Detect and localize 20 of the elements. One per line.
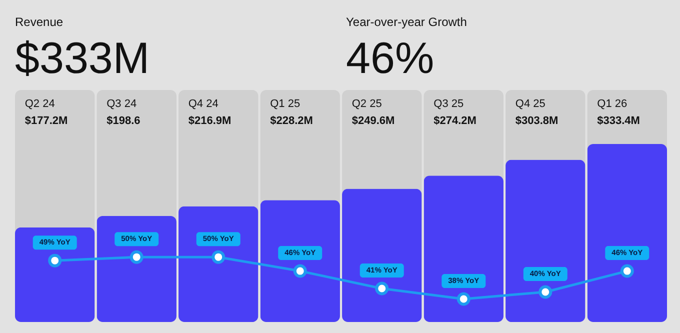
x-tick-label: Q4 24 bbox=[188, 98, 218, 110]
x-tick-label: Q1 26 bbox=[597, 98, 628, 110]
data-label: $333.4M bbox=[597, 115, 640, 127]
x-tick-label: Q3 25 bbox=[434, 98, 464, 110]
text: 46% bbox=[346, 34, 434, 83]
text: Revenue bbox=[15, 15, 64, 29]
text: Year-over-year Growth bbox=[346, 15, 467, 29]
data-label: $228.2M bbox=[270, 115, 313, 127]
data-label: $216.9M bbox=[188, 115, 232, 127]
data-label: $274.2M bbox=[434, 115, 476, 127]
x-tick-label: Q4 25 bbox=[515, 98, 546, 110]
text: $333M bbox=[15, 34, 150, 83]
x-tick-label: Q2 25 bbox=[352, 98, 382, 110]
data-label: $177.2M bbox=[24, 115, 68, 127]
data-label: $198.6 bbox=[106, 115, 140, 127]
x-tick-label: Q2 24 bbox=[24, 98, 55, 110]
data-label: $303.8M bbox=[515, 115, 558, 127]
x-tick-label: Q1 25 bbox=[270, 98, 300, 110]
x-tick-label: Q3 24 bbox=[106, 98, 137, 110]
data-label: $249.6M bbox=[352, 115, 395, 127]
